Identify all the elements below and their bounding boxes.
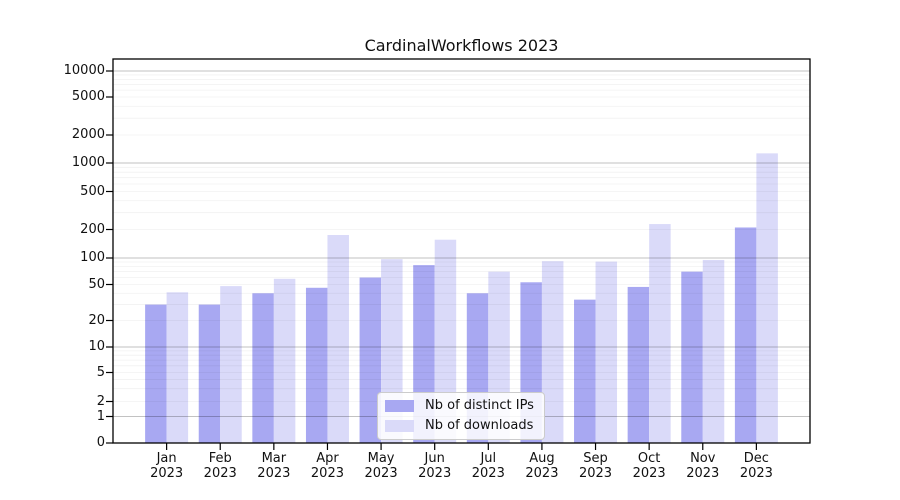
bar-distinct-ips	[145, 304, 167, 443]
x-tick-label: Aug 2023	[510, 451, 574, 481]
y-tick-label: 10	[88, 339, 105, 354]
y-tick-label: 0	[96, 435, 105, 450]
plot-border	[112, 58, 811, 444]
bar-downloads	[541, 261, 564, 443]
legend-swatch-downloads	[385, 419, 414, 432]
x-tick-label: Jul 2023	[456, 451, 520, 481]
y-tick-label: 5000	[71, 89, 105, 104]
x-tick-year: 2023	[310, 466, 344, 481]
y-tick-label: 1000	[71, 155, 105, 170]
y-tick-label: 2	[96, 393, 105, 409]
x-tick-year: 2023	[203, 466, 237, 481]
bar-downloads	[649, 224, 671, 443]
x-tick-label: Sep 2023	[564, 451, 628, 481]
bar-distinct-ips	[359, 277, 382, 443]
y-tick-label: 20	[88, 312, 105, 328]
y-tick-label: 5	[96, 364, 105, 380]
x-tick-label: Feb 2023	[188, 451, 252, 481]
x-tick-year: 2023	[418, 466, 452, 481]
x-tick-year: 2023	[686, 466, 720, 481]
legend-swatch-distinct-ips	[385, 399, 414, 412]
x-tick-year: 2023	[525, 466, 559, 481]
legend-label-downloads: Nb of downloads	[425, 418, 534, 433]
bar-distinct-ips	[305, 287, 328, 443]
bar-downloads	[327, 234, 349, 443]
bar-distinct-ips	[734, 227, 757, 443]
bar-distinct-ips	[627, 286, 650, 443]
x-tick-label: Jan 2023	[135, 451, 199, 481]
x-tick-year: 2023	[739, 466, 773, 481]
bar-downloads	[756, 153, 778, 444]
y-tick-label: 2000	[71, 127, 105, 142]
chart-title: CardinalWorkflows 2023	[364, 36, 559, 55]
legend: Nb of distinct IPs Nb of downloads	[377, 392, 545, 440]
legend-label-distinct-ips: Nb of distinct IPs	[425, 398, 534, 413]
bar-distinct-ips	[252, 293, 274, 443]
bar-distinct-ips	[681, 271, 703, 443]
bar-downloads	[220, 286, 242, 443]
x-tick-label: Dec 2023	[724, 451, 788, 481]
x-tick-year: 2023	[632, 466, 666, 481]
x-tick-label: May 2023	[349, 451, 413, 481]
x-tick-year: 2023	[578, 466, 613, 481]
y-tick-label: 500	[80, 183, 105, 199]
bar-downloads	[702, 259, 725, 443]
legend-item-downloads: Nb of downloads	[385, 418, 536, 433]
y-tick-label: 50	[88, 276, 105, 292]
x-tick-label: Jun 2023	[403, 451, 467, 481]
x-tick-label: Apr 2023	[295, 451, 359, 481]
y-tick-label: 1	[96, 408, 105, 424]
x-tick-label: Nov 2023	[671, 451, 735, 481]
x-tick-year: 2023	[471, 466, 505, 481]
bar-distinct-ips	[574, 299, 596, 443]
bar-downloads	[273, 278, 296, 443]
y-tick-label: 10000	[63, 63, 105, 78]
legend-item-distinct-ips: Nb of distinct IPs	[385, 398, 536, 413]
bar-downloads	[166, 292, 189, 443]
x-tick-year: 2023	[150, 466, 184, 481]
x-tick-label: Mar 2023	[242, 451, 306, 481]
x-tick-year: 2023	[364, 466, 398, 481]
x-tick-year: 2023	[257, 466, 291, 481]
bar-distinct-ips	[198, 304, 221, 443]
y-tick-label: 100	[80, 250, 105, 265]
y-tick-label: 200	[80, 221, 105, 237]
x-tick-label: Oct 2023	[617, 451, 681, 481]
bar-downloads	[595, 261, 618, 443]
